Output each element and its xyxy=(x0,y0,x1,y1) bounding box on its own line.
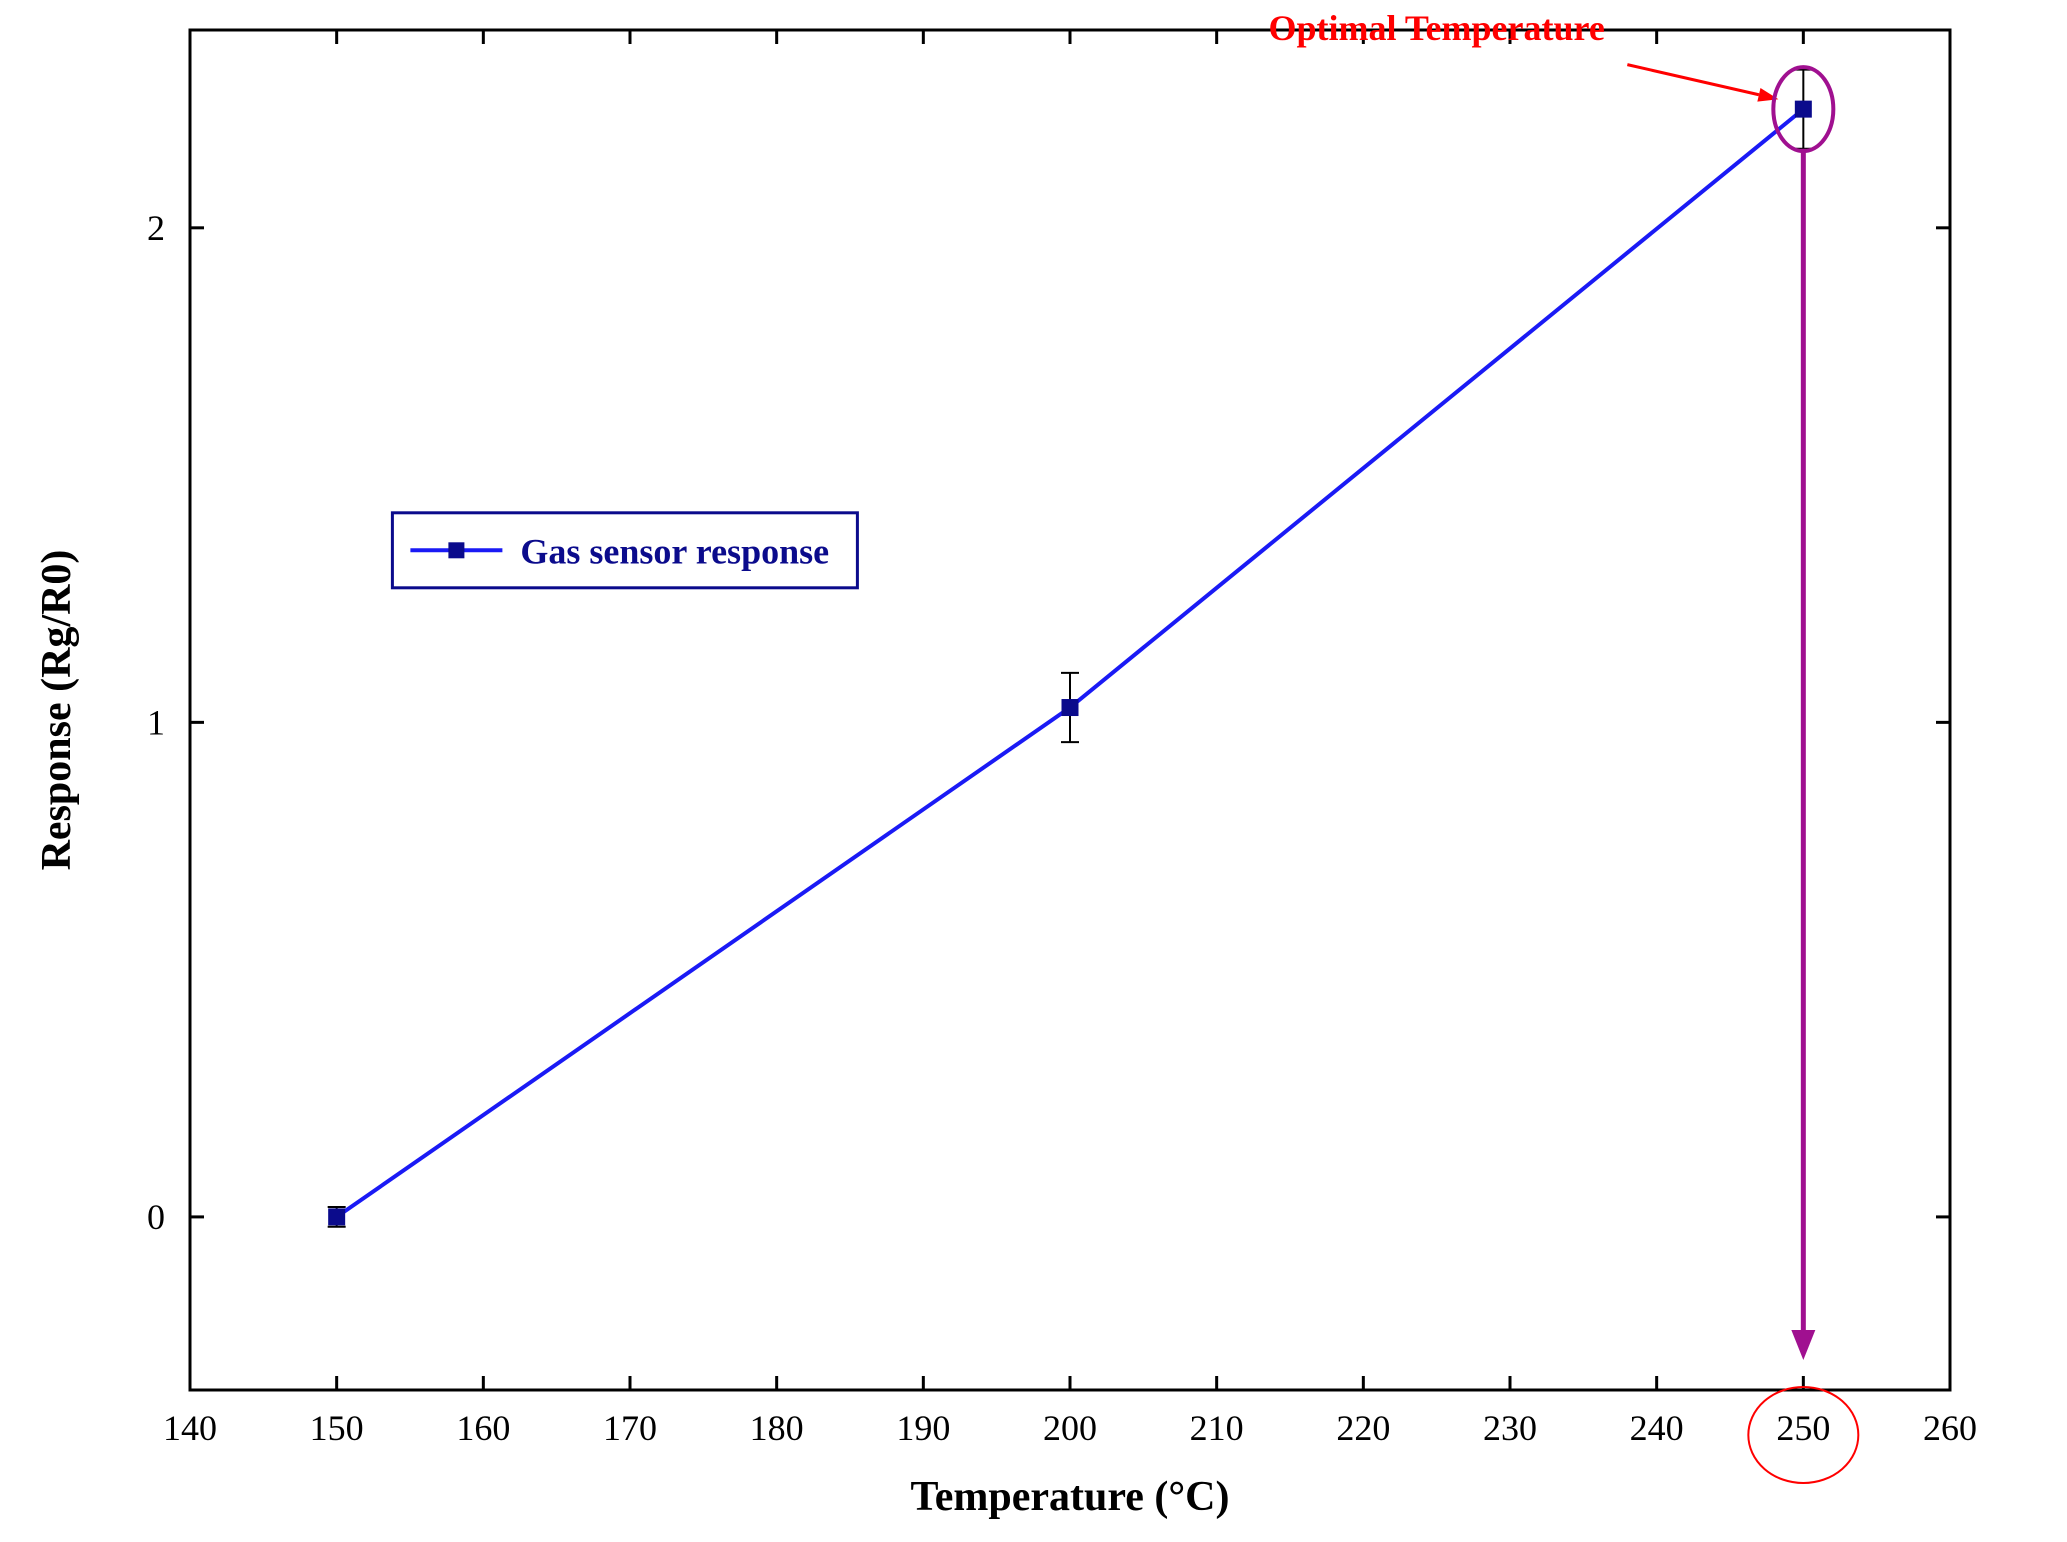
x-tick-label: 210 xyxy=(1190,1408,1244,1448)
legend-marker-icon xyxy=(448,542,464,558)
chart-background xyxy=(0,0,2067,1542)
legend-label: Gas sensor response xyxy=(520,531,829,571)
x-tick-label: 160 xyxy=(456,1408,510,1448)
x-tick-label: 180 xyxy=(750,1408,804,1448)
data-marker xyxy=(329,1209,345,1225)
y-tick-label: 1 xyxy=(147,702,165,742)
x-tick-label: 200 xyxy=(1043,1408,1097,1448)
optimal-temperature-label: Optimal Temperature xyxy=(1269,8,1605,48)
x-tick-label: 250 xyxy=(1776,1408,1830,1448)
x-tick-label: 150 xyxy=(310,1408,364,1448)
data-marker xyxy=(1795,101,1811,117)
chart-svg: 140 150 160 170 180 190 200 210 220 230 240 250 260 0… xyxy=(0,0,2067,1542)
y-tick-label: 2 xyxy=(147,208,165,248)
x-tick-label: 240 xyxy=(1630,1408,1684,1448)
y-axis-label: Response (Rg/R0) xyxy=(34,550,80,871)
x-tick-label: 140 xyxy=(163,1408,217,1448)
x-tick-label: 190 xyxy=(896,1408,950,1448)
x-tick-label: 260 xyxy=(1923,1408,1977,1448)
x-tick-label: 220 xyxy=(1336,1408,1390,1448)
y-tick-label: 0 xyxy=(147,1197,165,1237)
x-axis-label: Temperature (°C) xyxy=(911,1474,1230,1520)
chart-container: 140 150 160 170 180 190 200 210 220 230 240 250 260 0… xyxy=(0,0,2067,1542)
x-tick-label: 170 xyxy=(603,1408,657,1448)
x-tick-label: 230 xyxy=(1483,1408,1537,1448)
data-marker xyxy=(1062,700,1078,716)
